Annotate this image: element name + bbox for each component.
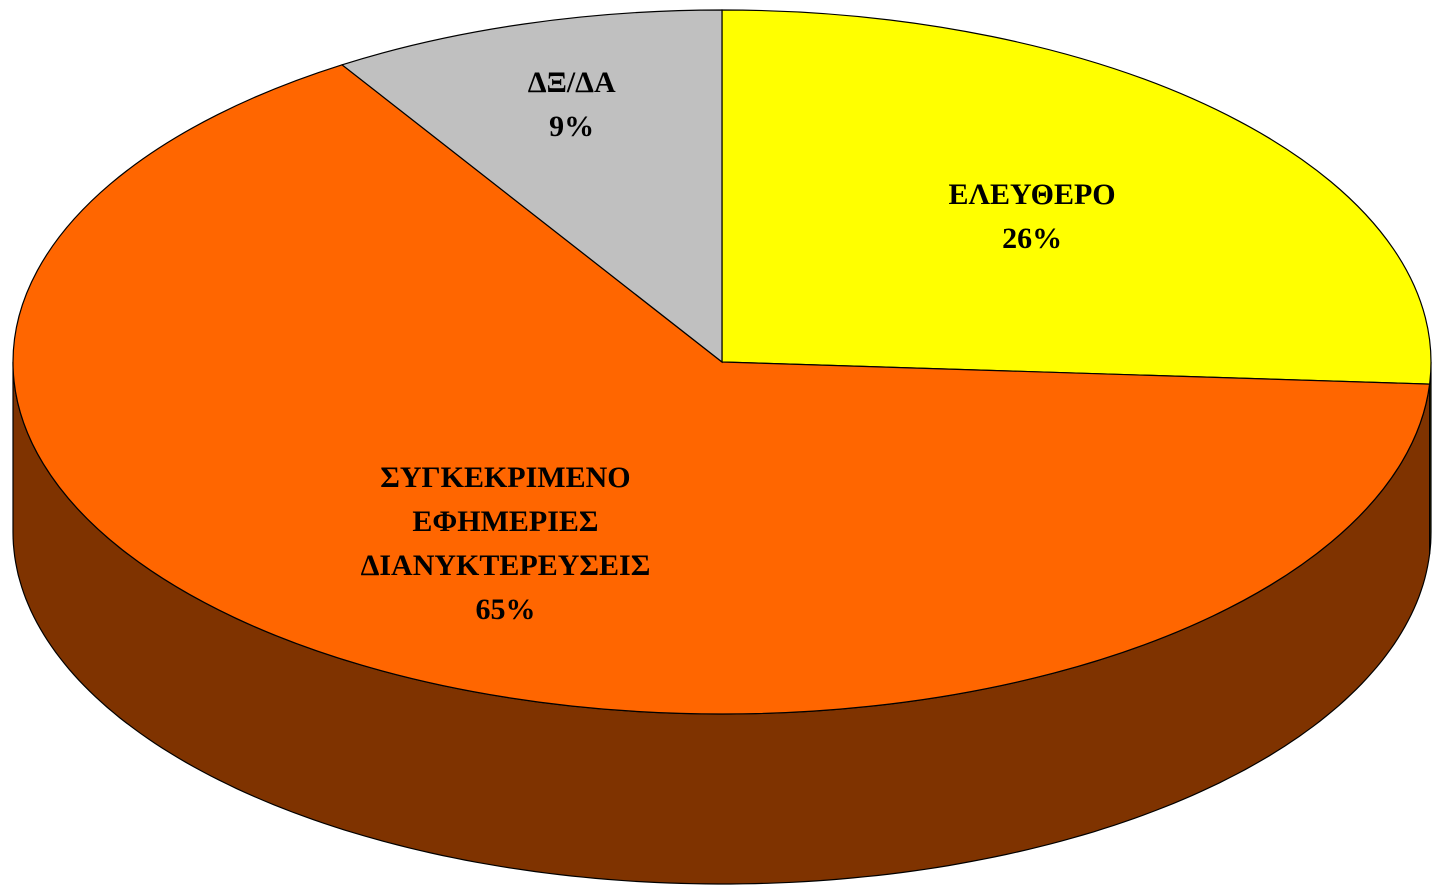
slice-value: 65% (475, 592, 536, 626)
slice-label: ΣΥΓΚΕΚΡΙΜΕΝΟ ΕΦΗΜΕΡΙΕΣ ΔΙΑΝΥΚΤΕΡΕΥΣΕΙΣ 65… (360, 456, 651, 632)
slice-category: ΔΞ/ΔΑ (527, 66, 616, 100)
slice-label: ΔΞ/ΔΑ 9% (427, 61, 717, 149)
slice-label: ΕΛΕΥΘΕΡΟ 26% (887, 173, 1177, 261)
pie-slice (340, 9, 723, 364)
slice-category: ΣΥΓΚΕΚΡΙΜΕΝΟ ΕΦΗΜΕΡΙΕΣ ΔΙΑΝΥΚΤΕΡΕΥΣΕΙΣ (360, 460, 651, 582)
slice-category: ΕΛΕΥΘΕΡΟ (948, 178, 1116, 212)
slice-value: 9% (549, 110, 595, 144)
pie-slice (721, 9, 1432, 385)
slice-value: 26% (1002, 222, 1063, 256)
pie-slice (12, 64, 1431, 715)
